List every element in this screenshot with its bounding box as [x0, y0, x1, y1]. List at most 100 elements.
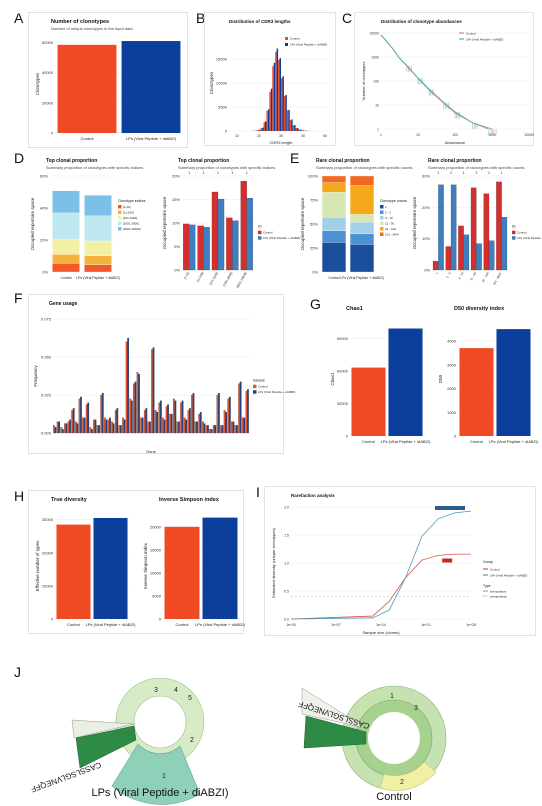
bar [56, 421, 59, 434]
panel-f-gene-usage: Gene usage 0.000 0.025 0.050 0.075 Frequency G… [28, 294, 295, 454]
legend-title-type: Type [483, 584, 491, 588]
bar [260, 128, 263, 131]
chart-subtitle: Summary proportion of clonotypes with sp… [316, 165, 413, 170]
x-tick-label: LPs (Viral Peptide + diABZI) [126, 136, 177, 141]
stacked-segment [52, 262, 80, 273]
panel-e-rare-clonal: Rare clonal proportion Summary proportion… [298, 152, 542, 288]
x-tick-label: Control [328, 276, 340, 280]
bar [279, 58, 281, 131]
x-tick-label: 10000 [524, 133, 534, 137]
x-tick-label: [3001:10000] [235, 271, 247, 288]
y-tick-label: 10% [422, 236, 430, 241]
bar [288, 109, 290, 131]
bar [98, 425, 100, 434]
legend-swatch [258, 236, 262, 240]
x-tick-label: 10 [416, 133, 420, 137]
bar [243, 417, 246, 434]
x-axis-label: Gene [146, 449, 157, 454]
bar [283, 95, 286, 131]
x-tick-label: LPs (Viral Peptide + diABZI) [86, 622, 137, 627]
panel-letter-j: J [14, 664, 21, 680]
chart-title: Rarefaction analysis [291, 493, 335, 498]
bar [181, 400, 184, 434]
legend-title: Sample [253, 379, 265, 383]
x-tick-label: 40 [301, 134, 305, 138]
bar [87, 402, 90, 434]
legend-label: 101 - MAX [385, 232, 399, 236]
bar [165, 406, 168, 434]
x-tick-label: LPs (Viral Peptide + diABZI) [76, 276, 120, 280]
series-line [290, 553, 471, 620]
panel-letter-c: C [342, 10, 353, 26]
bar [54, 427, 57, 434]
y-tick-label: 20000 [150, 524, 162, 529]
bar [60, 427, 63, 434]
y-tick-label: 0% [174, 268, 180, 273]
bar [210, 429, 213, 434]
chart-g1-svg: Chao1 0 30000 60000 90000 Chao1 Control LPs (Vi… [330, 306, 431, 444]
y-tick-label: 0 [454, 434, 457, 439]
bar [220, 425, 222, 434]
y-tick-label: 5% [174, 244, 180, 249]
legend-label: [101:1000] [123, 216, 137, 220]
bar [209, 429, 211, 434]
stacked-segment [321, 242, 347, 273]
bar [89, 427, 92, 434]
bar [100, 394, 103, 434]
significance-label: 1 [463, 171, 465, 175]
bar [187, 410, 190, 434]
bar [218, 392, 220, 434]
sunburst-right-fan [301, 687, 367, 729]
chart-title: Gene usage [49, 301, 78, 307]
bar [199, 411, 202, 434]
chart-title: D50 diversity index [454, 306, 505, 312]
x-tick-label: 31 - 100 [481, 271, 490, 283]
bar [83, 417, 86, 434]
bar [292, 125, 295, 131]
x-tick-label: 1 [380, 133, 382, 137]
legend-swatch [512, 236, 516, 240]
bar [269, 91, 271, 131]
bar [203, 423, 206, 434]
legend-swatch [380, 205, 384, 209]
bar [273, 62, 276, 132]
bar [114, 410, 117, 434]
x-tick-label: Control [60, 276, 72, 280]
bar [176, 421, 179, 434]
significance-label: 1 [246, 171, 248, 175]
bar [225, 411, 228, 434]
x-tick-label: [11:100] [196, 271, 205, 282]
bar [120, 425, 122, 434]
bar [266, 110, 268, 131]
sunburst-left-n5: 5 [188, 695, 192, 702]
chart-title: Distribution of CDR3 lengths [229, 19, 291, 24]
bar [214, 425, 217, 434]
sunburst-left: CASSLSGLVNEQFF 1 2 3 4 5 [30, 677, 205, 805]
x-tick-label: 1e+28 [466, 623, 476, 627]
y-tick-label: 40% [40, 206, 48, 211]
bar [122, 417, 124, 434]
panel-letter-f: F [14, 290, 23, 306]
bar [483, 193, 490, 271]
x-tick-label: 10 [235, 134, 239, 138]
bar [65, 423, 68, 434]
bar [125, 341, 128, 434]
chart-title: Top clonal proportion [46, 158, 97, 164]
bar [281, 78, 283, 131]
sunburst-left-fan [71, 719, 135, 739]
bar [163, 419, 166, 434]
y-axis-label: Number of clonotypes [361, 62, 366, 101]
y-tick-label: 10% [172, 221, 180, 226]
bar [141, 417, 144, 434]
bar [212, 425, 215, 434]
stacked-segment [321, 217, 347, 231]
significance-label: 1 [217, 171, 219, 175]
chart-c-svg: Distribution of clonotype abundances 1 10 1… [361, 19, 534, 145]
stacked-segment [52, 254, 80, 264]
panel-j-sunbursts: CASSLSGLVNEQFF 1 2 3 4 5 CASSLSGLVNEQFF … [28, 664, 538, 805]
y-tick-label: 0 [225, 129, 228, 134]
y-tick-label: 30000 [42, 517, 54, 522]
legend-swatch [380, 216, 384, 220]
